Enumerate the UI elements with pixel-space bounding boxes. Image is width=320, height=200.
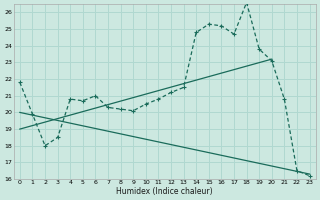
X-axis label: Humidex (Indice chaleur): Humidex (Indice chaleur): [116, 187, 213, 196]
